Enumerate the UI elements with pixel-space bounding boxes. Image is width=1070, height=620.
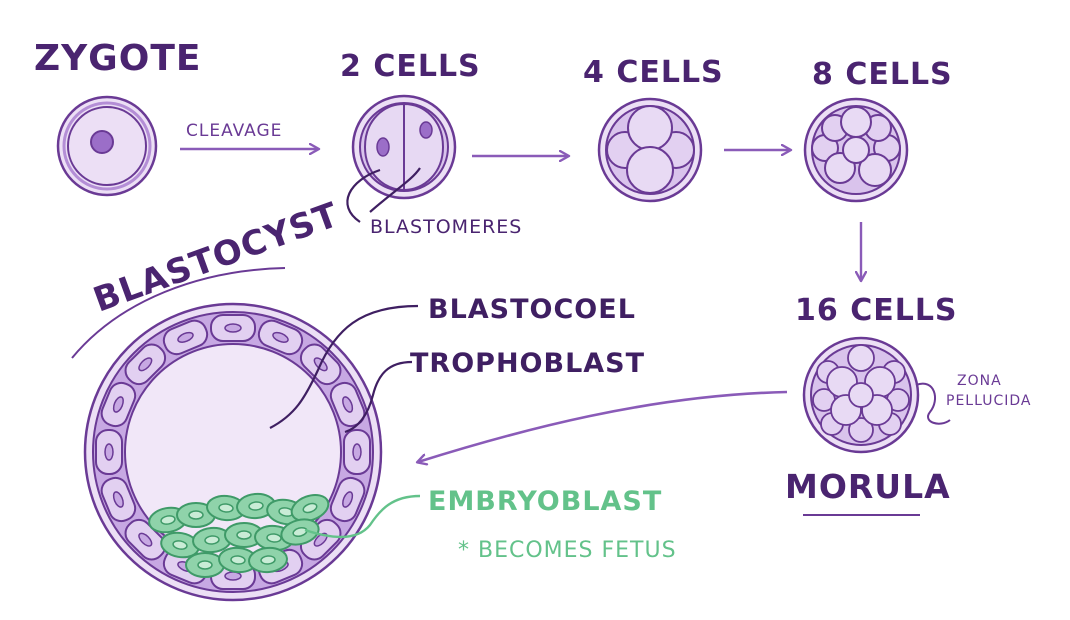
- blastocyst-title: BLASTOCYST: [88, 195, 344, 321]
- eight-cell-embryo: [803, 97, 909, 203]
- trophoblast-cell: [162, 319, 209, 356]
- embryoblast-cell: [224, 522, 264, 548]
- blastomeres-label: BLASTOMERES: [370, 216, 522, 238]
- embryoblast-label: EMBRYOBLAST: [428, 486, 662, 517]
- trophoblast-cell: [100, 476, 137, 523]
- blastomere-pointer-right: [369, 167, 421, 213]
- four-cells-title: 4 CELLS: [583, 55, 724, 90]
- embryoblast-cell: [248, 546, 288, 574]
- four-cell-embryo: [597, 97, 703, 203]
- embryoblast-cell: [185, 552, 225, 578]
- embryoblast-cell: [290, 493, 330, 523]
- trophoblast-cell: [100, 381, 137, 428]
- embryoblast-cells: [148, 492, 330, 578]
- zona-pointer: [915, 382, 951, 425]
- blastocyst: [83, 302, 383, 602]
- trophoblast-label: TROPHOBLAST: [410, 348, 645, 379]
- blastomere-pointer-left: [346, 168, 381, 223]
- two-cells-title: 2 CELLS: [340, 49, 481, 84]
- trophoblast-cell: [343, 429, 371, 475]
- zona-label-line2: PELLUCIDA: [946, 393, 1031, 409]
- arrow-morula-to-blastocyst: [418, 390, 788, 462]
- morula-embryo: [802, 336, 920, 454]
- morula-title: MORULA: [785, 467, 951, 506]
- trophoblast-cell: [124, 518, 167, 561]
- zona-label-line1: ZONA: [957, 373, 1002, 389]
- sixteen-cells-title: 16 CELLS: [795, 293, 958, 328]
- trophoblast-pointer: [344, 360, 413, 434]
- trophoblast-cell: [329, 476, 366, 523]
- trophoblast-cell: [257, 319, 304, 356]
- becomes-fetus-note: * BECOMES FETUS: [458, 538, 677, 563]
- cleavage-label: CLEAVAGE: [186, 121, 282, 141]
- embryoblast-cell: [192, 526, 232, 554]
- trophoblast-cell: [124, 343, 167, 386]
- trophoblast-cell: [210, 314, 256, 342]
- trophoblast-cell: [329, 381, 366, 428]
- embryoblast-pointer: [304, 494, 421, 539]
- trophoblast-cell: [95, 429, 123, 475]
- embryoblast-cell: [280, 518, 320, 546]
- two-cell-embryo: [351, 94, 457, 200]
- zygote-title: ZYGOTE: [34, 38, 201, 79]
- blastocyst-underline: [71, 267, 286, 359]
- eight-cells-title: 8 CELLS: [812, 57, 953, 92]
- blastocoel-pointer: [269, 304, 419, 429]
- embryoblast-cell: [160, 531, 200, 559]
- zygote-cell: [56, 95, 158, 197]
- blastocoel-label: BLASTOCOEL: [428, 294, 636, 325]
